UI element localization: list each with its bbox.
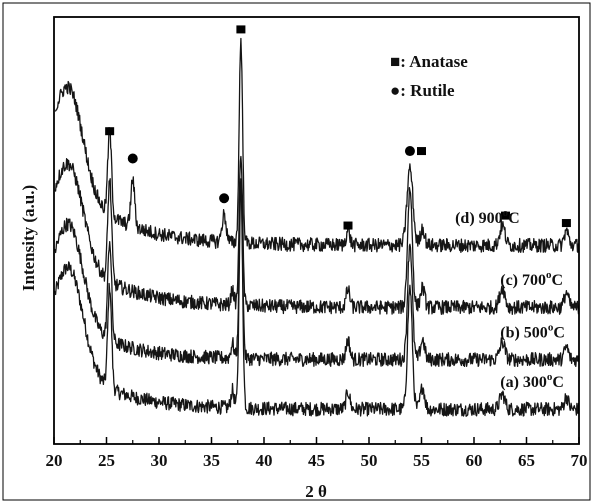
anatase-marker — [501, 211, 510, 220]
series-label-main: (c) 700 — [500, 272, 546, 289]
series-label-main: (d) 900 — [455, 210, 503, 227]
x-tick-label: 60 — [466, 451, 483, 470]
anatase-marker — [105, 127, 115, 136]
legend-entry-anatase: ■: Anatase — [390, 52, 468, 71]
series-label-degree: o — [548, 321, 554, 333]
series-line-2 — [54, 155, 580, 315]
rutile-marker — [127, 153, 138, 164]
peak-markers — [105, 25, 571, 230]
series-layer — [54, 37, 580, 417]
series-label-unit: C — [552, 272, 564, 289]
x-tick-label: 25 — [98, 451, 115, 470]
series-label-main: (b) 500 — [500, 324, 548, 341]
x-tick-label: 35 — [203, 451, 220, 470]
series-label-2: (c) 700oC — [500, 269, 563, 289]
anatase-marker — [343, 221, 353, 230]
x-tick-label: 30 — [151, 451, 168, 470]
series-label-1: (b) 500oC — [500, 321, 565, 341]
series-label-unit: C — [508, 210, 520, 227]
x-axis-ticks: 20 25 30 35 40 45 50 55 60 65 70 — [46, 437, 588, 470]
series-label-unit: C — [553, 324, 565, 341]
y-axis-title: Intensity (a.u.) — [19, 185, 38, 291]
rutile-marker — [404, 146, 415, 157]
anatase-marker — [417, 147, 426, 156]
legend-entry-rutile: ●: Rutile — [390, 81, 455, 100]
x-axis-title: 2 θ — [305, 482, 327, 501]
series-line-0 — [54, 185, 580, 417]
x-tick-label: 55 — [413, 451, 430, 470]
series-label-3: (d) 900oC — [455, 207, 520, 227]
series-line-3 — [54, 37, 580, 253]
x-tick-label: 70 — [571, 451, 588, 470]
anatase-marker — [236, 25, 246, 34]
series-label-degree: o — [547, 371, 553, 383]
x-tick-label: 40 — [256, 451, 273, 470]
x-tick-label: 65 — [518, 451, 535, 470]
series-labels: (a) 300oC(b) 500oC(c) 700oC(d) 900oC — [455, 207, 565, 391]
legend: ■: Anatase ●: Rutile — [390, 52, 468, 100]
series-label-0: (a) 300oC — [500, 371, 564, 391]
series-label-main: (a) 300 — [500, 374, 547, 391]
anatase-marker — [561, 219, 571, 228]
x-tick-label: 20 — [46, 451, 63, 470]
x-tick-label: 50 — [361, 451, 378, 470]
series-label-degree: o — [503, 207, 509, 219]
series-line-1 — [54, 178, 580, 368]
series-label-degree: o — [546, 269, 552, 281]
x-tick-label: 45 — [308, 451, 325, 470]
series-label-unit: C — [552, 374, 564, 391]
rutile-marker — [219, 193, 230, 204]
